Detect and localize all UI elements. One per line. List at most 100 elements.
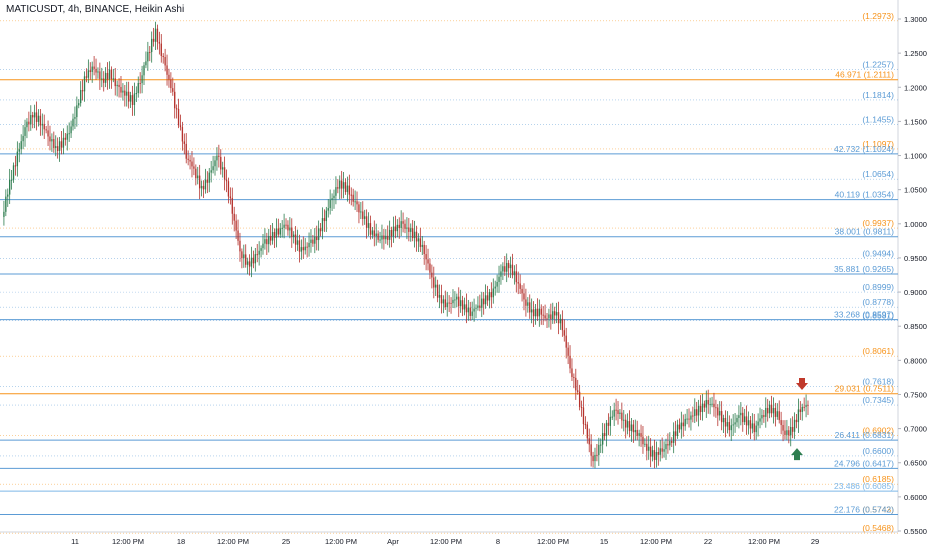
candle-body xyxy=(321,218,324,232)
candle-body xyxy=(103,78,105,83)
candle-body xyxy=(7,194,9,197)
candle-body xyxy=(536,308,539,317)
candle-body xyxy=(651,450,654,457)
candle-body xyxy=(250,257,253,267)
candle-body xyxy=(791,427,794,432)
candle-body xyxy=(625,419,627,428)
candle-body xyxy=(254,254,256,264)
candle-body xyxy=(99,71,101,80)
candle-body xyxy=(381,235,383,240)
price-tick-label: 0.9500 xyxy=(904,254,927,263)
candle-body xyxy=(147,51,149,62)
time-tick-label: 11 xyxy=(71,537,79,546)
candle-body xyxy=(747,420,750,426)
candle-body xyxy=(538,308,541,317)
candle-body xyxy=(260,248,262,251)
candle-body xyxy=(763,415,765,417)
candle-body xyxy=(705,399,707,408)
candle-body xyxy=(131,95,134,105)
candle-body xyxy=(680,422,683,430)
dotted-level-label: (0.8061) xyxy=(862,346,894,356)
candle-body xyxy=(268,235,270,245)
candle-body xyxy=(496,281,498,287)
candle-body xyxy=(421,244,423,247)
fib-level-label: 40.119 (1.0354) xyxy=(835,190,895,200)
fib-level-label: 29.031 (0.7511) xyxy=(835,384,895,394)
price-tick-label: 1.0500 xyxy=(904,186,927,195)
candle-body xyxy=(168,74,170,80)
candle-body xyxy=(28,121,30,125)
candle-body xyxy=(646,443,648,451)
candle-body xyxy=(18,149,20,152)
candle-body xyxy=(333,195,335,199)
candle-body xyxy=(248,261,251,267)
candle-body xyxy=(308,242,310,248)
candle-body xyxy=(72,118,74,127)
candle-body xyxy=(214,160,216,167)
candle-body xyxy=(742,412,744,423)
candle-body xyxy=(481,298,483,308)
candle-body xyxy=(45,129,47,131)
candle-body xyxy=(638,433,640,436)
candle-body xyxy=(329,200,331,209)
candle-body xyxy=(266,239,268,245)
candle-body xyxy=(9,179,11,195)
candle-body xyxy=(596,454,598,456)
candle-body xyxy=(740,412,742,416)
time-tick-label: 22 xyxy=(704,537,712,546)
candle-body xyxy=(233,213,235,221)
candle-body xyxy=(191,161,193,167)
candle-body xyxy=(200,185,203,189)
price-tick-label: 1.0000 xyxy=(904,220,927,229)
candle-body xyxy=(559,318,562,324)
candle-body xyxy=(517,282,519,284)
candle-body xyxy=(697,405,700,416)
candle-body xyxy=(158,42,161,44)
candle-body xyxy=(294,234,297,245)
candle-body xyxy=(289,227,291,231)
candle-body xyxy=(197,175,199,179)
candle-body xyxy=(552,311,554,320)
candle-body xyxy=(154,28,157,42)
price-tick-label: 0.5500 xyxy=(904,527,927,536)
candle-body xyxy=(548,314,550,319)
candle-body xyxy=(567,347,569,356)
candle-body xyxy=(801,406,803,412)
candle-body xyxy=(80,90,82,104)
candle-body xyxy=(227,181,230,197)
candle-body xyxy=(442,299,445,304)
price-tick-label: 0.6500 xyxy=(904,459,927,468)
candle-body xyxy=(377,233,379,240)
dotted-level-label: (0.6600) xyxy=(862,446,894,456)
candle-body xyxy=(640,433,642,437)
candle-body xyxy=(135,93,138,95)
candle-body xyxy=(776,411,778,417)
candle-body xyxy=(686,418,688,420)
candle-body xyxy=(765,407,767,417)
candle-body xyxy=(10,179,13,181)
candle-body xyxy=(406,227,408,229)
candle-body xyxy=(672,431,675,443)
candle-body xyxy=(678,424,681,430)
candle-body xyxy=(252,257,255,264)
candle-body xyxy=(628,421,631,431)
candle-body xyxy=(106,72,109,80)
dotted-level-label: (0.7345) xyxy=(862,395,894,405)
candle-body xyxy=(580,406,583,408)
candle-body xyxy=(235,220,237,231)
price-tick-label: 1.2000 xyxy=(904,83,927,92)
fib-level-label: 35.881 (0.9265) xyxy=(834,264,894,274)
candle-body xyxy=(49,136,51,142)
candle-body xyxy=(298,240,301,252)
candle-body xyxy=(408,227,410,232)
candle-body xyxy=(767,407,769,414)
candle-body xyxy=(653,450,656,460)
candle-body xyxy=(423,244,425,255)
candle-body xyxy=(770,404,773,414)
candle-body xyxy=(749,420,752,429)
candle-body xyxy=(527,302,529,306)
candle-body xyxy=(717,407,719,416)
candle-body xyxy=(164,57,166,66)
candle-body xyxy=(546,318,548,320)
